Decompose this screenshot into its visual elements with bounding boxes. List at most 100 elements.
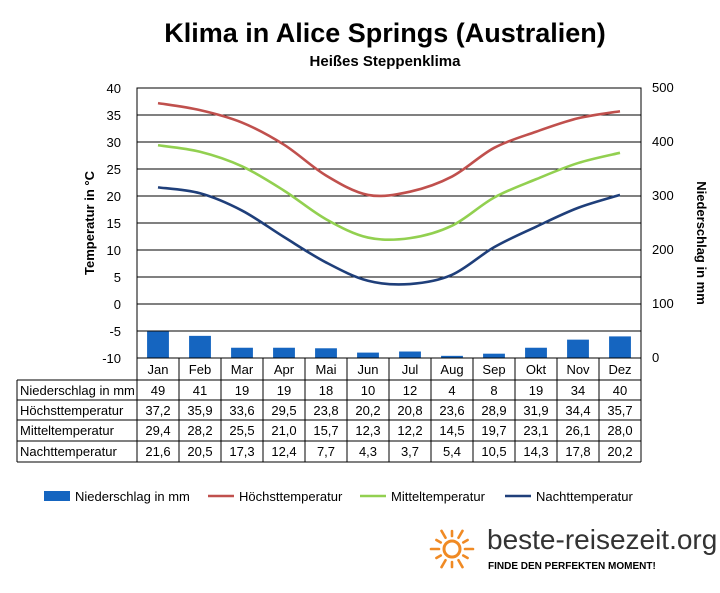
- y-axis-right-ticks: 500 400 300 200 100 0: [652, 80, 674, 365]
- x-tick-label: Apr: [274, 362, 295, 377]
- y-axis-left-title: Temperatur in °C: [82, 170, 97, 275]
- table-cell: 7,7: [317, 444, 335, 459]
- table-cell: 20,2: [607, 444, 632, 459]
- precipitation-bar: [231, 347, 253, 358]
- y-left-tick-label: 40: [107, 81, 121, 96]
- precipitation-bar: [609, 336, 631, 358]
- table-cell: 23,8: [313, 403, 338, 418]
- x-tick-label: Jan: [148, 362, 169, 377]
- table-cell: 4: [448, 383, 455, 398]
- precipitation-bar: [357, 352, 379, 358]
- x-tick-label: Aug: [440, 362, 463, 377]
- y-right-tick-label: 100: [652, 296, 674, 311]
- x-tick-label: Mai: [316, 362, 337, 377]
- table-cell: 20,2: [355, 403, 380, 418]
- table-cell: 5,4: [443, 444, 461, 459]
- table-cell: 4,3: [359, 444, 377, 459]
- legend-swatch-bar: [44, 491, 70, 501]
- table-cell: 19: [529, 383, 543, 398]
- sun-icon: [429, 529, 475, 569]
- table-cell: 33,6: [229, 403, 254, 418]
- table-cell: 37,2: [145, 403, 170, 418]
- y-right-tick-label: 500: [652, 80, 674, 95]
- y-left-tick-label: 0: [114, 297, 121, 312]
- y-right-tick-label: 0: [652, 350, 659, 365]
- table-cell: 12,4: [271, 444, 296, 459]
- table-row-header: Niederschlag in mm: [20, 383, 135, 398]
- table-cell: 23,6: [439, 403, 464, 418]
- table-cell: 40: [613, 383, 627, 398]
- table-cell: 20,8: [397, 403, 422, 418]
- table-cell: 41: [193, 383, 207, 398]
- table-cell: 14,3: [523, 444, 548, 459]
- table-cell: 26,1: [565, 423, 590, 438]
- table-cell: 31,9: [523, 403, 548, 418]
- table-cell: 49: [151, 383, 165, 398]
- x-tick-label: Feb: [189, 362, 211, 377]
- table-cell: 34,4: [565, 403, 590, 418]
- table-cell: 10: [361, 383, 375, 398]
- brand-name: beste-reisezeit.org: [487, 524, 717, 555]
- table-row-header: Mitteltemperatur: [20, 423, 115, 438]
- x-tick-label: Dez: [608, 362, 631, 377]
- table-cell: 21,0: [271, 423, 296, 438]
- legend-label: Höchsttemperatur: [239, 489, 343, 504]
- max-temperature-line: [157, 101, 621, 198]
- table-cell: 29,5: [271, 403, 296, 418]
- y-axis-left-ticks: 40 35 30 25 20 15 10 5 0 -5 -10: [102, 81, 121, 366]
- y-left-tick-label: 20: [107, 189, 121, 204]
- y-left-tick-label: -5: [109, 324, 121, 339]
- legend: Niederschlag in mm Höchsttemperatur Mittel…: [44, 489, 633, 504]
- table-cell: 3,7: [401, 444, 419, 459]
- precipitation-bars: [147, 331, 631, 358]
- table-cell: 10,5: [481, 444, 506, 459]
- precipitation-bar: [483, 353, 505, 358]
- temperature-lines: [157, 101, 621, 286]
- precipitation-bar: [189, 335, 211, 358]
- precipitation-bar: [315, 348, 337, 358]
- table-cell: 12,2: [397, 423, 422, 438]
- table-cell: 28,0: [607, 423, 632, 438]
- y-axis-right-title: Niederschlag in mm: [694, 181, 709, 305]
- legend-label: Nachttemperatur: [536, 489, 633, 504]
- y-left-tick-label: 10: [107, 243, 121, 258]
- gridlines: [137, 87, 641, 359]
- x-tick-label: Nov: [566, 362, 590, 377]
- table-cell: 29,4: [145, 423, 170, 438]
- table-cell: 14,5: [439, 423, 464, 438]
- brand-slogan: FINDE DEN PERFEKTEN MOMENT!: [488, 561, 656, 572]
- table-cell: 28,2: [187, 423, 212, 438]
- x-tick-label: Sep: [482, 362, 505, 377]
- table-cell: 23,1: [523, 423, 548, 438]
- mean-temperature-line: [157, 143, 621, 242]
- x-tick-label: Okt: [526, 362, 547, 377]
- table-cell: 12: [403, 383, 417, 398]
- y-right-tick-label: 200: [652, 242, 674, 257]
- table-cell: 8: [490, 383, 497, 398]
- precipitation-bar: [567, 339, 589, 358]
- brand-logo: beste-reisezeit.org FINDE DEN PERFEKTEN …: [429, 524, 717, 572]
- y-left-tick-label: -10: [102, 351, 121, 366]
- table-row-header: Nachttemperatur: [20, 444, 117, 459]
- table-cell: 25,5: [229, 423, 254, 438]
- y-right-tick-label: 400: [652, 134, 674, 149]
- table-cell: 19: [235, 383, 249, 398]
- table-cell: 19: [277, 383, 291, 398]
- chart-subtitle: Heißes Steppenklima: [310, 53, 462, 70]
- chart-title: Klima in Alice Springs (Australien): [164, 18, 606, 48]
- table-cell: 17,3: [229, 444, 254, 459]
- y-left-tick-label: 35: [107, 108, 121, 123]
- table-cell: 35,7: [607, 403, 632, 418]
- table-row-header: Höchsttemperatur: [20, 403, 124, 418]
- table-cell: 35,9: [187, 403, 212, 418]
- table-cell: 34: [571, 383, 585, 398]
- night-temperature-line: [157, 186, 621, 286]
- table-cell: 17,8: [565, 444, 590, 459]
- y-left-tick-label: 5: [114, 270, 121, 285]
- table-cell: 15,7: [313, 423, 338, 438]
- precipitation-bar: [147, 331, 169, 358]
- y-left-tick-label: 30: [107, 135, 121, 150]
- y-left-tick-label: 25: [107, 162, 121, 177]
- y-right-tick-label: 300: [652, 188, 674, 203]
